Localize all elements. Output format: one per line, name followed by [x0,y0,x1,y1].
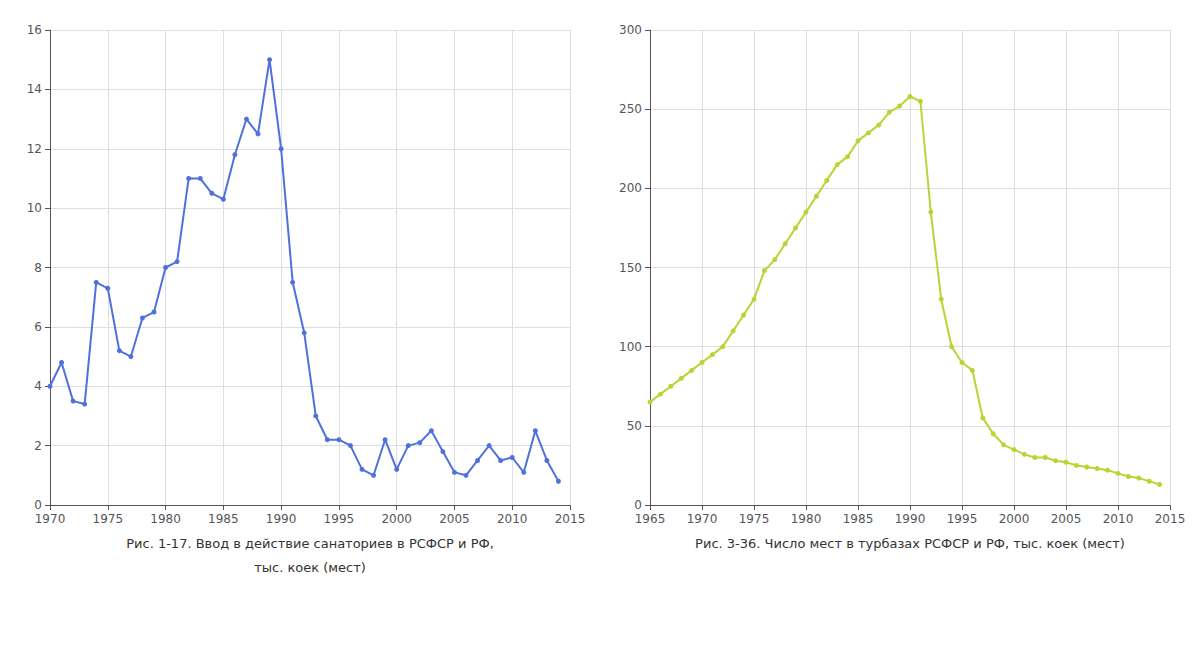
svg-text:Рис. 3-36. Число мест в турбаз: Рис. 3-36. Число мест в турбазах РСФСР и… [695,536,1125,551]
svg-text:2015: 2015 [555,512,586,526]
svg-text:2010: 2010 [497,512,528,526]
svg-text:0: 0 [634,498,642,512]
svg-text:1975: 1975 [739,512,770,526]
svg-text:1970: 1970 [687,512,718,526]
svg-text:50: 50 [627,419,642,433]
svg-text:2000: 2000 [381,512,412,526]
svg-text:300: 300 [619,23,642,37]
svg-text:1980: 1980 [150,512,181,526]
svg-text:1995: 1995 [324,512,355,526]
svg-text:250: 250 [619,102,642,116]
svg-text:0: 0 [34,498,42,512]
svg-text:2015: 2015 [1155,512,1186,526]
svg-text:тыс. коек (мест): тыс. коек (мест) [254,560,366,575]
svg-text:100: 100 [619,340,642,354]
svg-text:12: 12 [27,142,42,156]
svg-text:8: 8 [34,261,42,275]
svg-text:16: 16 [27,23,42,37]
svg-text:1990: 1990 [266,512,297,526]
svg-text:6: 6 [34,320,42,334]
svg-text:1985: 1985 [208,512,239,526]
svg-text:1980: 1980 [791,512,822,526]
svg-text:1965: 1965 [635,512,666,526]
svg-text:14: 14 [27,82,42,96]
svg-text:2: 2 [34,439,42,453]
svg-text:10: 10 [27,201,42,215]
svg-text:2010: 2010 [1103,512,1134,526]
svg-text:2005: 2005 [1051,512,1082,526]
svg-text:1970: 1970 [35,512,66,526]
svg-text:1975: 1975 [93,512,124,526]
svg-text:1995: 1995 [947,512,978,526]
svg-text:200: 200 [619,181,642,195]
svg-text:2005: 2005 [439,512,470,526]
svg-text:2000: 2000 [999,512,1030,526]
svg-text:Рис. 1-17. Ввод в действие сан: Рис. 1-17. Ввод в действие санаториев в … [126,536,494,551]
svg-text:1985: 1985 [843,512,874,526]
svg-text:150: 150 [619,261,642,275]
svg-text:1990: 1990 [895,512,926,526]
svg-text:4: 4 [34,379,42,393]
